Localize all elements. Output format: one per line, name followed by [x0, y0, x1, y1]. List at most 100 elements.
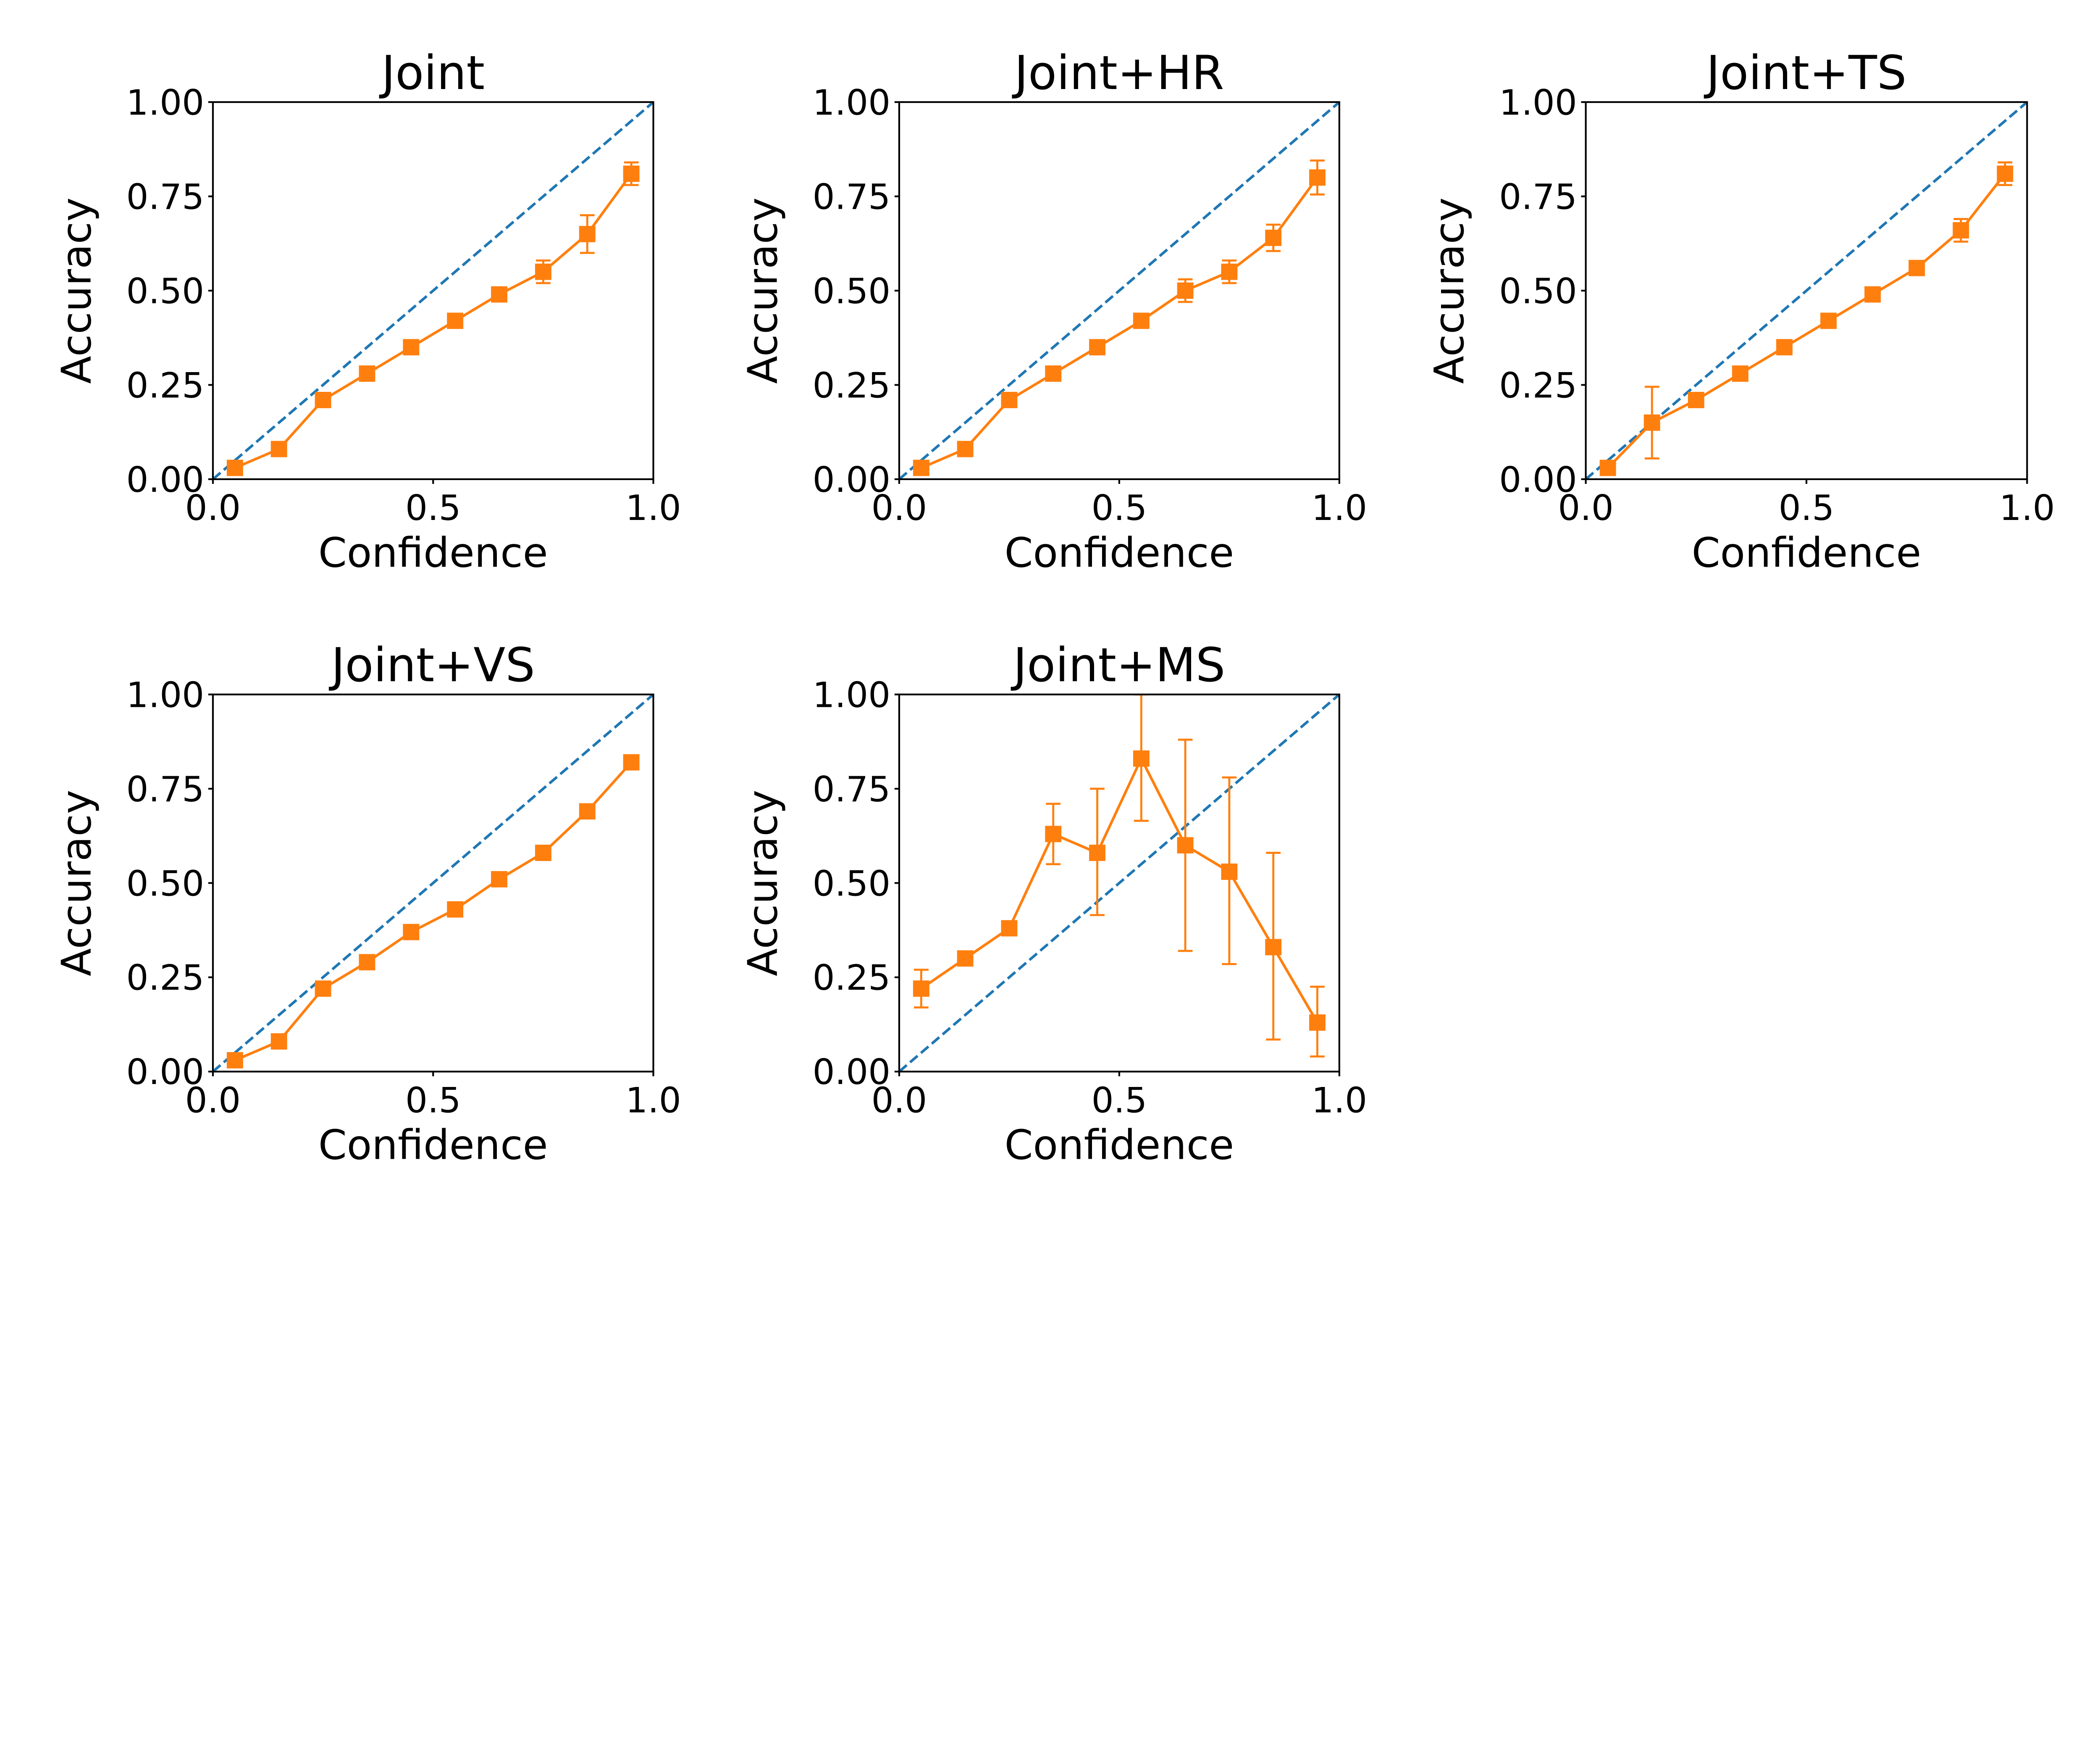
- y-tick-label: 0.75: [813, 176, 891, 217]
- plot-area: [1586, 102, 2027, 479]
- plot-area: [899, 694, 1339, 1072]
- x-axis-label: Confidence: [1005, 529, 1234, 576]
- data-point-marker: [1864, 286, 1881, 303]
- data-point-marker: [913, 980, 929, 997]
- data-point-marker: [1133, 312, 1150, 329]
- data-point-marker: [403, 924, 420, 940]
- y-tick-label: 0.25: [813, 365, 891, 406]
- data-point-marker: [1001, 920, 1018, 937]
- data-point-marker: [535, 263, 551, 280]
- data-point-marker: [491, 286, 507, 303]
- x-tick-label: 1.0: [1999, 488, 2055, 528]
- data-point-marker: [1732, 365, 1748, 382]
- data-point-marker: [1908, 260, 1925, 276]
- x-axis-label: Confidence: [1005, 1121, 1234, 1169]
- subplot-title: Joint+VS: [329, 638, 535, 693]
- x-tick-label: 0.0: [1558, 488, 1614, 528]
- y-axis-label: Accuracy: [1425, 197, 1473, 384]
- data-point-marker: [1309, 1014, 1326, 1031]
- y-tick-label: 0.25: [126, 365, 205, 406]
- x-tick-label: 1.0: [1312, 1080, 1368, 1121]
- y-tick-label: 1.00: [1499, 82, 1577, 123]
- data-point-marker: [270, 441, 287, 457]
- plot-area: [899, 102, 1339, 479]
- data-point-marker: [1309, 169, 1326, 186]
- y-tick-label: 0.25: [813, 958, 891, 998]
- x-tick-label: 0.0: [185, 488, 241, 528]
- x-tick-label: 0.5: [1779, 488, 1835, 528]
- accuracy-line: [921, 176, 1319, 469]
- subplot-joint-ms: 0.0 0.5 1.0 0.00 0.25 0.50 0.75 1.00 Joint+MS Con…: [739, 638, 1367, 1168]
- x-axis-label: Confidence: [318, 529, 548, 576]
- x-tick-label: 0.5: [405, 488, 461, 528]
- y-tick-label: 0.50: [813, 863, 891, 904]
- x-axis-label: Confidence: [1692, 529, 1922, 576]
- y-tick-label: 0.75: [126, 769, 205, 810]
- y-tick-label: 0.00: [126, 459, 205, 500]
- y-tick-label: 1.00: [813, 82, 891, 123]
- x-tick-label: 0.5: [1092, 488, 1147, 528]
- data-point-marker: [447, 312, 464, 329]
- data-point-marker: [1045, 826, 1062, 843]
- y-tick-label: 0.25: [1499, 365, 1577, 406]
- y-axis-label: Accuracy: [52, 197, 100, 384]
- perfect-calibration-line: [213, 694, 654, 1072]
- y-tick-label: 1.00: [126, 82, 205, 123]
- y-tick-label: 0.25: [126, 958, 205, 998]
- y-axis-label: Accuracy: [52, 790, 100, 976]
- y-tick-label: 0.00: [126, 1052, 205, 1092]
- data-point-marker: [315, 980, 331, 997]
- accuracy-line: [234, 173, 633, 469]
- data-point-marker: [270, 1033, 287, 1050]
- subplot-joint-ts: 0.0 0.5 1.0 0.00 0.25 0.50 0.75 1.00 Joint+TS Con…: [1425, 46, 2055, 576]
- data-point-marker: [579, 803, 596, 820]
- perfect-calibration-line: [899, 694, 1339, 1072]
- data-point-marker: [1177, 282, 1194, 299]
- data-point-marker: [957, 441, 974, 457]
- x-tick-label: 1.0: [1312, 488, 1368, 528]
- subplot-joint: 0.0 0.5 1.0 0.00 0.25 0.50 0.75 1.00 Joint Confid…: [52, 46, 681, 576]
- plot-area: [213, 102, 654, 479]
- data-point-marker: [1688, 391, 1704, 408]
- data-point-marker: [1177, 837, 1194, 854]
- x-axis-label: Confidence: [318, 1121, 548, 1169]
- data-point-marker: [623, 754, 640, 771]
- data-point-marker: [1820, 312, 1837, 329]
- y-tick-label: 0.75: [126, 176, 205, 217]
- perfect-calibration-line: [1586, 102, 2027, 479]
- data-point-marker: [1001, 391, 1018, 408]
- subplot-title: Joint: [379, 46, 485, 100]
- accuracy-line: [234, 761, 633, 1062]
- perfect-calibration-line: [213, 102, 654, 479]
- x-tick-label: 0.5: [1092, 1080, 1147, 1121]
- plot-area: [213, 694, 654, 1072]
- data-point-marker: [1045, 365, 1062, 382]
- y-tick-label: 0.00: [813, 459, 891, 500]
- x-tick-label: 0.0: [872, 488, 927, 528]
- x-tick-label: 1.0: [625, 1080, 681, 1121]
- data-point-marker: [913, 459, 929, 476]
- data-point-marker: [579, 226, 596, 242]
- y-tick-label: 0.75: [1499, 176, 1577, 217]
- data-point-marker: [359, 954, 375, 971]
- y-tick-label: 0.50: [813, 271, 891, 312]
- y-tick-label: 1.00: [813, 675, 891, 715]
- subplot-joint-vs: 0.0 0.5 1.0 0.00 0.25 0.50 0.75 1.00 Joint+VS Con…: [52, 638, 681, 1168]
- data-point-marker: [1265, 939, 1282, 956]
- y-tick-label: 1.00: [126, 675, 205, 715]
- data-point-marker: [447, 901, 464, 918]
- y-tick-label: 0.75: [813, 769, 891, 810]
- x-tick-label: 0.0: [185, 1080, 241, 1121]
- data-point-marker: [1221, 263, 1238, 280]
- data-point-marker: [226, 459, 243, 476]
- data-point-marker: [1089, 339, 1105, 356]
- x-tick-label: 0.0: [872, 1080, 927, 1121]
- data-point-marker: [315, 391, 331, 408]
- calibration-figure: 0.0 0.5 1.0 0.00 0.25 0.50 0.75 1.00 Joint Confid…: [52, 46, 2055, 1169]
- subplot-title: Joint+HR: [1012, 46, 1224, 100]
- data-point-marker: [1776, 339, 1793, 356]
- data-point-marker: [623, 165, 640, 182]
- subplot-title: Joint+MS: [1011, 638, 1225, 693]
- data-point-marker: [535, 845, 551, 861]
- perfect-calibration-line: [899, 102, 1339, 479]
